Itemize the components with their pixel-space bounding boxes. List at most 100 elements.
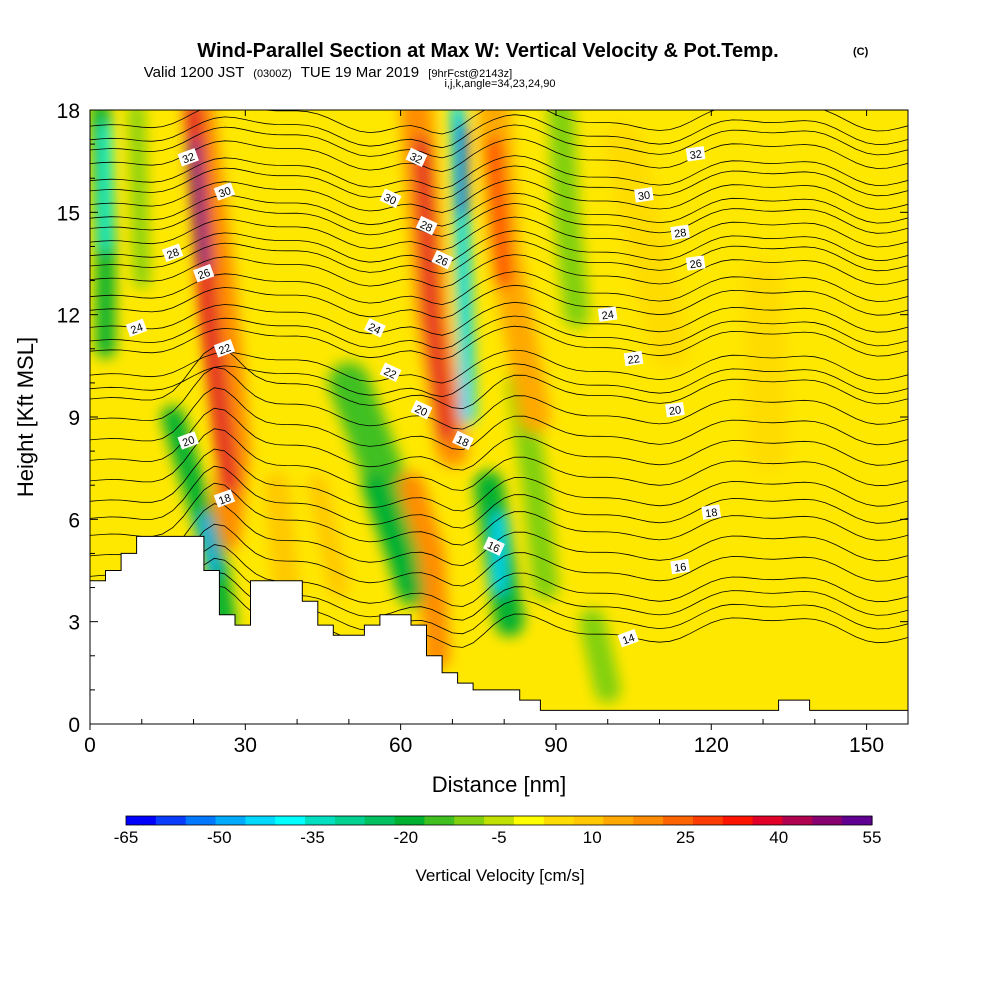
colorbar-swatch: [752, 816, 783, 825]
isentrope-label-text: 24: [601, 309, 615, 323]
forecast-info: [9hrFcst@2143z]: [428, 68, 512, 80]
isentrope-label-box: [670, 558, 690, 575]
isentrope-label-box: [685, 255, 706, 271]
colorbar-swatch: [424, 816, 455, 825]
isentrope-label-text: 32: [689, 148, 703, 162]
isentrope-label-box: [685, 146, 706, 162]
isentrope-line: [90, 407, 908, 471]
isentrope-label-box: [213, 339, 236, 358]
colorbar-swatch: [484, 816, 515, 825]
isentrope-label-text: 22: [217, 342, 233, 357]
isentrope-lines: [90, 110, 908, 648]
colorbar-tick-label: -5: [491, 828, 506, 847]
colorbar-swatch: [215, 816, 246, 825]
isentrope-label: 28: [415, 215, 438, 236]
velocity-cell: [307, 474, 349, 598]
isentrope-label: 16: [483, 536, 505, 556]
isentrope-label: 24: [125, 318, 148, 338]
isentrope-label: 18: [452, 430, 474, 451]
x-axis-label: Distance [nm]: [432, 772, 567, 797]
chart-title-tag: (C): [853, 46, 869, 58]
colorbar-tick-label: -20: [393, 828, 418, 847]
x-tick-label: 30: [234, 734, 257, 757]
isentrope-label-text: 18: [454, 434, 470, 450]
isentrope-label: 30: [213, 182, 236, 201]
chart-title: Wind-Parallel Section at Max W: Vertical…: [197, 40, 778, 62]
isentrope-line: [90, 503, 908, 567]
isentrope-label: 26: [431, 249, 454, 270]
colorbar-swatch: [275, 816, 306, 825]
colorbar-swatch: [573, 816, 604, 825]
colorbar-swatch: [513, 816, 545, 825]
x-tick-label: 150: [849, 734, 884, 757]
isentrope-line: [90, 179, 908, 213]
colorbar-frame: [125, 815, 873, 826]
isentrope-line: [90, 240, 908, 275]
colorbar-swatch: [812, 816, 843, 825]
velocity-cells: [91, 110, 789, 703]
velocity-cell: [263, 472, 300, 601]
isentrope-label-text: 30: [382, 192, 398, 208]
isentrope-line: [90, 482, 908, 546]
isentrope-label: 14: [617, 629, 639, 648]
colorbar-swatch: [305, 816, 336, 825]
colorbar-swatch: [364, 816, 396, 825]
isentrope-label-text: 24: [129, 322, 145, 337]
isentrope-label-text: 32: [408, 151, 424, 167]
isentrope-label-text: 20: [668, 404, 682, 418]
x-tick-label: 0: [84, 734, 96, 757]
isentrope-label: 26: [685, 255, 706, 271]
isentrope-label-box: [483, 536, 505, 556]
isentrope-label-box: [665, 402, 685, 418]
isentrope-label: 30: [379, 188, 402, 208]
isentrope-label: 24: [597, 306, 618, 323]
isentrope-label-text: 28: [165, 247, 181, 262]
isentrope-line: [90, 448, 908, 512]
colorbar-swatch: [126, 816, 157, 825]
y-tick-label: 18: [57, 100, 80, 123]
y-tick-label: 9: [68, 407, 80, 430]
isentrope-label: 32: [685, 146, 706, 162]
isentrope-line: [90, 271, 908, 306]
isentrope-label: 28: [670, 224, 690, 241]
isentrope-label-box: [379, 362, 402, 382]
isentrope-label-box: [431, 249, 454, 270]
x-tick-label: 120: [694, 734, 729, 757]
isentrope-label-text: 16: [673, 561, 687, 575]
isentrope-label-text: 26: [196, 267, 212, 282]
isentrope-label-text: 28: [673, 227, 687, 241]
isentrope-labels: 14 16 16 18 18 18 20 20 20 22 22 22 24 24 24 26 26 26 28 28…: [125, 146, 722, 648]
colorbar-swatch: [722, 816, 754, 825]
isentrope-label-text: 22: [382, 366, 398, 382]
colorbar-swatch: [185, 816, 217, 825]
y-axis: 0 3 6 9 12 15 18: [57, 100, 908, 737]
isentrope-label-box: [213, 182, 236, 201]
colorbar-swatch: [454, 816, 485, 825]
isentrope-label-box: [452, 430, 474, 451]
isentrope-label-box: [193, 264, 215, 283]
isentrope-line: [90, 284, 908, 319]
isentrope-label-text: 20: [413, 403, 429, 419]
isentrope-label-text: 30: [637, 189, 651, 203]
isentrope-line: [90, 155, 908, 190]
isentrope-label: 22: [623, 350, 644, 367]
isentrope-label: 32: [177, 148, 199, 167]
isentrope-label: 24: [364, 318, 386, 338]
isentrope-label-box: [410, 400, 433, 420]
isentrope-label-box: [177, 431, 199, 450]
isentrope-line: [90, 315, 908, 350]
isentrope-label: 18: [213, 489, 236, 508]
isentrope-line: [90, 585, 908, 648]
isentrope-label: 30: [634, 187, 654, 203]
valid-time-local: Valid 1200 JST: [144, 64, 244, 81]
isentrope-label-text: 22: [627, 353, 641, 367]
isentrope-line: [90, 325, 908, 360]
velocity-cell: [188, 138, 210, 269]
isentrope-label-box: [597, 306, 618, 322]
isentrope-line: [90, 465, 908, 529]
velocity-cell: [579, 608, 621, 703]
isentrope-label: 28: [161, 243, 184, 263]
y-tick-label: 3: [68, 612, 80, 635]
colorbar-label: Vertical Velocity [cm/s]: [415, 866, 584, 885]
